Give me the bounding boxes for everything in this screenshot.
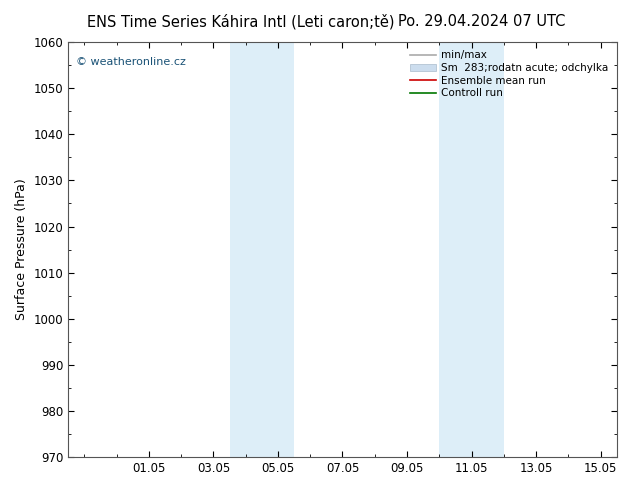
Y-axis label: Surface Pressure (hPa): Surface Pressure (hPa) <box>15 179 28 320</box>
Text: Po. 29.04.2024 07 UTC: Po. 29.04.2024 07 UTC <box>398 14 566 29</box>
Bar <box>472 42 504 457</box>
Bar <box>439 42 472 457</box>
Legend: min/max, Sm  283;rodatn acute; odchylka, Ensemble mean run, Controll run: min/max, Sm 283;rodatn acute; odchylka, … <box>407 47 612 101</box>
Text: ENS Time Series Káhira Intl (Leti caron;tě): ENS Time Series Káhira Intl (Leti caron;… <box>87 14 395 29</box>
Text: © weatheronline.cz: © weatheronline.cz <box>76 56 186 67</box>
Bar <box>230 42 262 457</box>
Bar <box>262 42 294 457</box>
